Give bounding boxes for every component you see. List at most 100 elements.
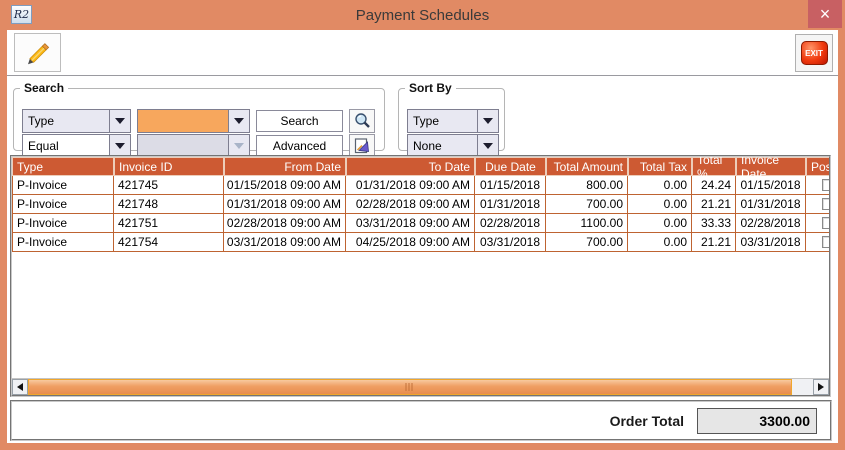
exit-icon: EXIT <box>800 41 828 65</box>
sortby-row-2: None <box>407 134 499 158</box>
cell-invoice-id[interactable]: 421745 <box>114 176 224 195</box>
magnifier-icon <box>355 113 370 128</box>
search-row-2: Equal Advanced <box>22 134 375 158</box>
cell-total-amount[interactable]: 800.00 <box>546 176 628 195</box>
window-title: Payment Schedules <box>355 6 490 24</box>
column-header-total-tax[interactable]: Total Tax <box>628 157 692 176</box>
cell-posted[interactable] <box>806 233 829 252</box>
cell-invoice-date[interactable]: 02/28/2018 <box>736 214 806 233</box>
chevron-down-icon <box>228 110 249 132</box>
cell-type[interactable]: P-Invoice <box>12 214 114 233</box>
cell-type[interactable]: P-Invoice <box>12 233 114 252</box>
sortby-groupbox: Sort By Type None <box>398 81 505 158</box>
footer-panel: Order Total 3300.00 <box>10 400 832 441</box>
cell-total-amount[interactable]: 1100.00 <box>546 214 628 233</box>
toolbar: EXIT <box>7 30 838 76</box>
cell-to-date[interactable]: 01/31/2018 09:00 AM <box>346 176 475 195</box>
cell-due-date[interactable]: 03/31/2018 <box>475 233 546 252</box>
cell-type[interactable]: P-Invoice <box>12 195 114 214</box>
search-value2-combo <box>137 134 250 158</box>
cell-type[interactable]: P-Invoice <box>12 176 114 195</box>
search-row-1: Type Search <box>22 109 375 133</box>
h-scrollbar[interactable] <box>12 378 829 395</box>
table-row[interactable]: P-Invoice 421748 01/31/2018 09:00 AM 02/28/… <box>12 195 829 214</box>
chevron-down-icon <box>477 135 498 157</box>
cell-invoice-date[interactable]: 01/15/2018 <box>736 176 806 195</box>
exit-button[interactable]: EXIT <box>795 34 833 72</box>
cell-due-date[interactable]: 01/31/2018 <box>475 195 546 214</box>
column-header-posted[interactable]: Posted <box>806 157 829 176</box>
pencil-icon <box>27 42 49 64</box>
chevron-down-icon <box>228 135 249 157</box>
scroll-left-icon <box>17 383 23 391</box>
cell-due-date[interactable]: 02/28/2018 <box>475 214 546 233</box>
app-icon: R2 <box>11 5 32 24</box>
column-header-total[interactable]: Total % <box>692 157 736 181</box>
posted-checkbox[interactable] <box>822 179 829 191</box>
cell-invoice-id[interactable]: 421748 <box>114 195 224 214</box>
scroll-left-button[interactable] <box>12 379 28 395</box>
table-body: P-Invoice 421745 01/15/2018 09:00 AM 01/31/… <box>12 176 829 252</box>
cell-total[interactable]: 21.21 <box>692 233 736 252</box>
edit-button[interactable] <box>14 33 61 72</box>
cell-total-tax[interactable]: 0.00 <box>628 233 692 252</box>
column-header-invoice-date[interactable]: Invoice Date <box>736 157 806 181</box>
search-field-value: Type <box>23 110 109 132</box>
column-header-due-date[interactable]: Due Date <box>475 157 546 176</box>
cell-to-date[interactable]: 03/31/2018 09:00 AM <box>346 214 475 233</box>
scroll-track[interactable] <box>792 379 813 395</box>
sortby-legend: Sort By <box>409 81 452 95</box>
cell-total-tax[interactable]: 0.00 <box>628 176 692 195</box>
column-header-invoice-id[interactable]: Invoice ID <box>114 157 224 176</box>
column-header-total-amount[interactable]: Total Amount <box>546 157 628 176</box>
column-header-type[interactable]: Type <box>12 157 114 176</box>
cell-due-date[interactable]: 01/15/2018 <box>475 176 546 195</box>
cell-total[interactable]: 33.33 <box>692 214 736 233</box>
cell-from-date[interactable]: 01/31/2018 09:00 AM <box>224 195 346 214</box>
scroll-right-button[interactable] <box>813 379 829 395</box>
cell-to-date[interactable]: 04/25/2018 09:00 AM <box>346 233 475 252</box>
search-value-combo[interactable] <box>137 109 250 133</box>
advanced-button[interactable]: Advanced <box>256 135 343 157</box>
cell-invoice-id[interactable]: 421751 <box>114 214 224 233</box>
order-total-field: 3300.00 <box>697 407 817 434</box>
search-value2-input <box>138 135 228 157</box>
cell-posted[interactable] <box>806 176 829 195</box>
cell-from-date[interactable]: 02/28/2018 09:00 AM <box>224 214 346 233</box>
table-row[interactable]: P-Invoice 421751 02/28/2018 09:00 AM 03/31/… <box>12 214 829 233</box>
sortby-secondary-combo[interactable]: None <box>407 134 499 158</box>
cell-from-date[interactable]: 03/31/2018 09:00 AM <box>224 233 346 252</box>
titlebar[interactable]: R2 Payment Schedules × <box>0 0 845 30</box>
cell-posted[interactable] <box>806 195 829 214</box>
close-icon: × <box>819 3 831 24</box>
posted-checkbox[interactable] <box>822 236 829 248</box>
cell-from-date[interactable]: 01/15/2018 09:00 AM <box>224 176 346 195</box>
cell-posted[interactable] <box>806 214 829 233</box>
column-header-from-date[interactable]: From Date <box>224 157 346 176</box>
advanced-find-button[interactable] <box>349 134 375 158</box>
posted-checkbox[interactable] <box>822 217 829 229</box>
scroll-grip-icon <box>405 383 415 391</box>
posted-checkbox[interactable] <box>822 198 829 210</box>
table-row[interactable]: P-Invoice 421754 03/31/2018 09:00 AM 04/25/… <box>12 233 829 252</box>
window-content: EXIT Search Type Search <box>7 30 838 443</box>
cell-total[interactable]: 21.21 <box>692 195 736 214</box>
scroll-thumb[interactable] <box>28 379 792 395</box>
column-header-to-date[interactable]: To Date <box>346 157 475 176</box>
cell-total-amount[interactable]: 700.00 <box>546 233 628 252</box>
close-button[interactable]: × <box>808 0 842 28</box>
cell-invoice-id[interactable]: 421754 <box>114 233 224 252</box>
search-button[interactable]: Search <box>256 110 343 132</box>
search-field-combo[interactable]: Type <box>22 109 131 133</box>
cell-invoice-date[interactable]: 03/31/2018 <box>736 233 806 252</box>
cell-invoice-date[interactable]: 01/31/2018 <box>736 195 806 214</box>
cell-to-date[interactable]: 02/28/2018 09:00 AM <box>346 195 475 214</box>
search-zoom-button[interactable] <box>349 109 375 133</box>
search-operator-combo[interactable]: Equal <box>22 134 131 158</box>
cell-total-amount[interactable]: 700.00 <box>546 195 628 214</box>
cell-total[interactable]: 24.24 <box>692 176 736 195</box>
sortby-primary-combo[interactable]: Type <box>407 109 499 133</box>
cell-total-tax[interactable]: 0.00 <box>628 195 692 214</box>
cell-total-tax[interactable]: 0.00 <box>628 214 692 233</box>
table-row[interactable]: P-Invoice 421745 01/15/2018 09:00 AM 01/31/… <box>12 176 829 195</box>
